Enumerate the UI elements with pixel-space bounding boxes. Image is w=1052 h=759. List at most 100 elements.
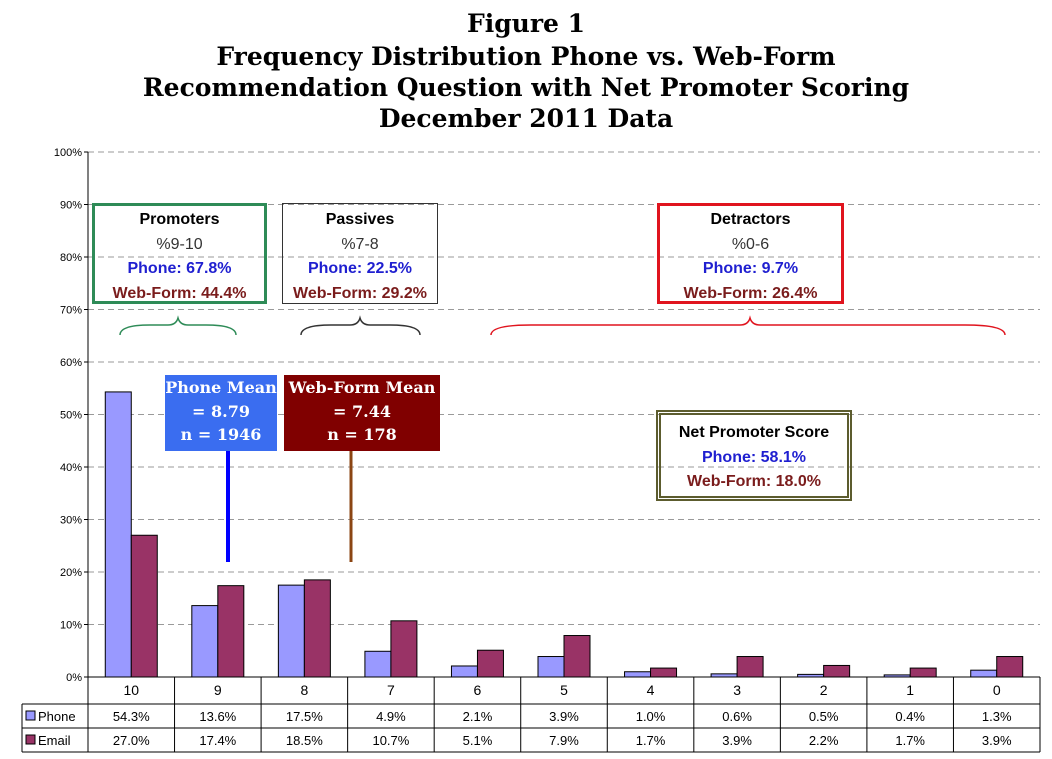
y-tick-label: 100% bbox=[54, 147, 82, 159]
data-label-phone: 0.6% bbox=[722, 709, 752, 724]
detractors-brace bbox=[490, 315, 1006, 336]
data-label-phone: 1.0% bbox=[636, 709, 666, 724]
bar-phone-7 bbox=[364, 650, 392, 678]
data-label-phone: 0.4% bbox=[895, 709, 925, 724]
x-tick-label: 5 bbox=[560, 682, 568, 698]
passives-webform: Web-Form: 29.2% bbox=[293, 284, 427, 302]
y-tick-label: 0% bbox=[66, 672, 82, 684]
nps-phone: Phone: 58.1% bbox=[701, 448, 807, 466]
webform-mean-value: = 7.44 bbox=[333, 401, 391, 421]
x-tick-label: 6 bbox=[474, 682, 482, 698]
bar-email-4 bbox=[650, 667, 678, 678]
y-tick-label: 30% bbox=[60, 515, 82, 527]
phone-mean-title: Phone Mean bbox=[165, 378, 277, 397]
bar-phone-4 bbox=[624, 671, 652, 678]
data-label-email: 1.7% bbox=[895, 733, 925, 748]
chart-title-line-2: Recommendation Question with Net Promote… bbox=[142, 73, 910, 102]
y-tick-label: 50% bbox=[60, 410, 82, 422]
detractors-phone: Phone: 9.7% bbox=[702, 260, 799, 277]
figure-label: Figure 1 bbox=[466, 9, 586, 38]
promoters-webform: Web-Form: 44.4% bbox=[112, 284, 247, 302]
bar-email-6 bbox=[476, 649, 504, 678]
bar-email-9 bbox=[217, 585, 245, 678]
x-tick-label: 2 bbox=[820, 682, 828, 698]
data-label-phone: 17.5% bbox=[286, 709, 323, 724]
promoters-box: Promoters %9-10 Phone: 67.8% Web-Form: 4… bbox=[92, 203, 267, 304]
bar-email-0 bbox=[996, 656, 1024, 678]
y-tick-label: 70% bbox=[60, 305, 82, 317]
passives-box: Passives %7-8 Phone: 22.5% Web-Form: 29.… bbox=[282, 203, 438, 304]
data-label-phone: 13.6% bbox=[199, 709, 236, 724]
detractors-range: %0-6 bbox=[731, 235, 770, 253]
bar-email-1 bbox=[909, 667, 937, 678]
data-label-email: 17.4% bbox=[199, 733, 236, 748]
legend-label-phone: Phone bbox=[38, 709, 76, 724]
webform-mean-box: Web-Form Mean = 7.44 n = 178 bbox=[284, 375, 440, 451]
promoters-phone: Phone: 67.8% bbox=[127, 260, 232, 277]
bar-phone-8 bbox=[277, 584, 305, 678]
data-label-email: 1.7% bbox=[636, 733, 666, 748]
nps-webform: Web-Form: 18.0% bbox=[687, 473, 821, 490]
data-label-email: 18.5% bbox=[286, 733, 323, 748]
webform-mean-n: n = 178 bbox=[327, 425, 397, 444]
passives-brace bbox=[300, 315, 421, 336]
bar-email-7 bbox=[390, 620, 418, 678]
detractors-box: Detractors %0-6 Phone: 9.7% Web-Form: 26… bbox=[657, 203, 844, 304]
passives-range: %7-8 bbox=[341, 235, 379, 253]
data-label-phone: 3.9% bbox=[549, 709, 579, 724]
chart-title-line-3: December 2011 Data bbox=[378, 104, 674, 133]
phone-mean-value: = 8.79 bbox=[192, 401, 250, 421]
y-axis: 0% 10% 20% 30% 40% 50% 60% 70% 80% 90% 100% bbox=[54, 147, 89, 684]
promoters-brace bbox=[119, 315, 237, 336]
x-tick-label: 7 bbox=[387, 682, 395, 698]
data-table: 1054.3%27.0%913.6%17.4%817.5%18.5%74.9%1… bbox=[21, 676, 1041, 753]
data-label-email: 3.9% bbox=[982, 733, 1012, 748]
data-label-email: 2.2% bbox=[809, 733, 839, 748]
bar-phone-9 bbox=[191, 605, 219, 678]
passives-label: Passives bbox=[325, 211, 395, 228]
nps-box: Net Promoter Score Phone: 58.1% Web-Form… bbox=[656, 410, 852, 501]
bar-phone-6 bbox=[450, 665, 478, 678]
y-tick-label: 60% bbox=[60, 357, 82, 369]
bar-email-3 bbox=[736, 656, 764, 678]
legend-label-email: Email bbox=[38, 733, 71, 748]
data-label-email: 5.1% bbox=[463, 733, 493, 748]
data-label-email: 10.7% bbox=[372, 733, 409, 748]
y-tick-label: 90% bbox=[60, 200, 82, 212]
x-tick-label: 0 bbox=[993, 682, 1001, 698]
bars bbox=[104, 391, 1024, 678]
data-label-email: 3.9% bbox=[722, 733, 752, 748]
detractors-label: Detractors bbox=[710, 211, 791, 228]
data-label-phone: 1.3% bbox=[982, 709, 1012, 724]
data-label-email: 27.0% bbox=[113, 733, 150, 748]
legend-swatch-phone bbox=[25, 710, 36, 721]
y-tick-label: 20% bbox=[60, 567, 82, 579]
gridlines bbox=[88, 151, 1040, 625]
bar-email-2 bbox=[823, 664, 851, 678]
y-tick-label: 40% bbox=[60, 462, 82, 474]
bar-phone-0 bbox=[970, 669, 998, 678]
passives-phone: Phone: 22.5% bbox=[307, 260, 413, 277]
x-tick-label: 8 bbox=[300, 682, 308, 698]
bar-email-5 bbox=[563, 635, 591, 678]
data-label-phone: 4.9% bbox=[376, 709, 406, 724]
legend-swatch-email bbox=[25, 734, 36, 745]
detractors-webform: Web-Form: 26.4% bbox=[683, 284, 818, 302]
x-tick-label: 4 bbox=[647, 682, 655, 698]
promoters-range: %9-10 bbox=[156, 235, 203, 253]
bar-email-8 bbox=[303, 579, 331, 678]
nps-label: Net Promoter Score bbox=[678, 424, 830, 441]
x-tick-label: 1 bbox=[906, 682, 914, 698]
y-tick-label: 10% bbox=[60, 620, 82, 632]
y-tick-label: 80% bbox=[60, 252, 82, 264]
data-label-phone: 2.1% bbox=[463, 709, 493, 724]
data-label-email: 7.9% bbox=[549, 733, 579, 748]
data-label-phone: 0.5% bbox=[809, 709, 839, 724]
webform-mean-title: Web-Form Mean bbox=[288, 378, 436, 397]
phone-mean-box: Phone Mean = 8.79 n = 1946 bbox=[165, 375, 277, 451]
bar-phone-5 bbox=[537, 656, 565, 678]
phone-mean-n: n = 1946 bbox=[180, 425, 262, 444]
data-label-phone: 54.3% bbox=[113, 709, 150, 724]
x-tick-label: 3 bbox=[733, 682, 741, 698]
